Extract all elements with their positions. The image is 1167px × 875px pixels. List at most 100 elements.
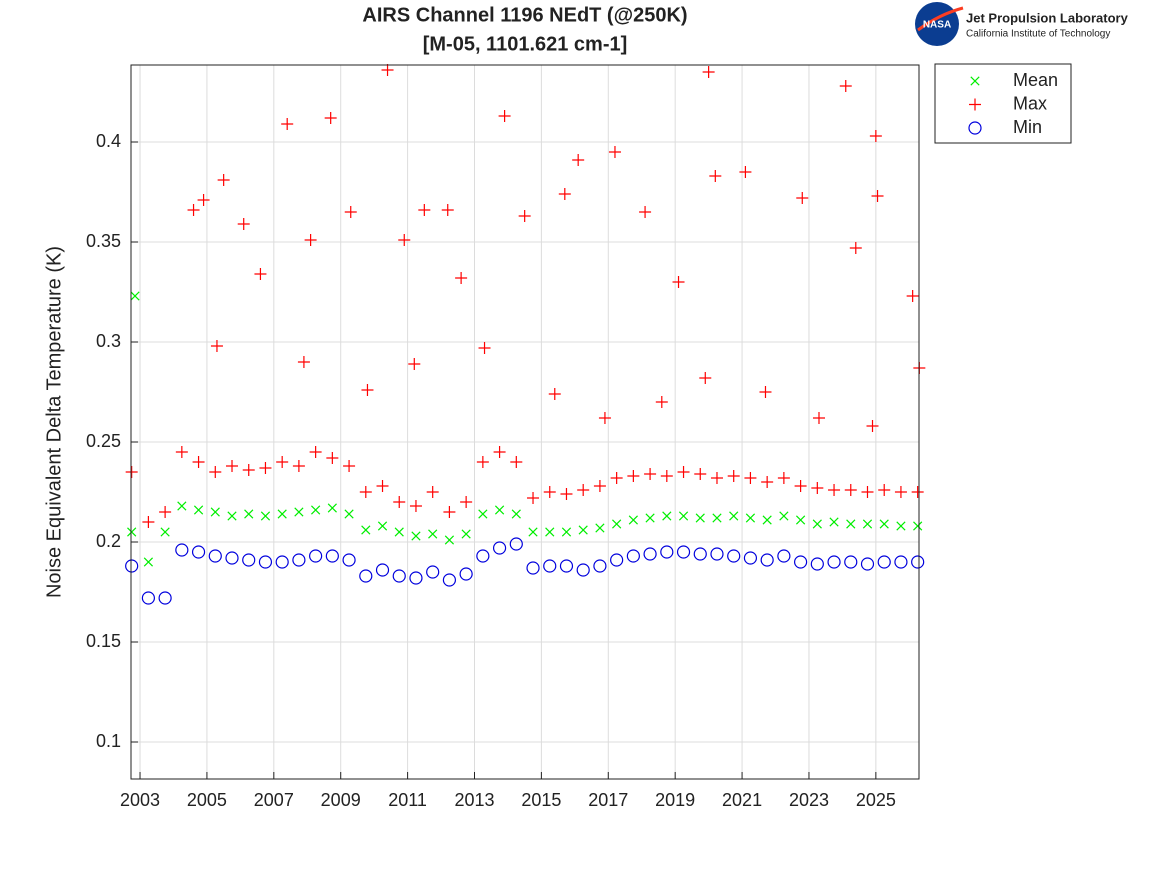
- data-point: [839, 80, 852, 92]
- data-point: [511, 509, 521, 519]
- data-point: [441, 204, 454, 216]
- data-point: [242, 553, 256, 567]
- logo: NASA Jet Propulsion Laboratory Californi…: [915, 2, 1129, 46]
- data-point: [426, 486, 439, 498]
- data-point: [394, 527, 404, 537]
- data-point: [175, 446, 188, 458]
- data-point: [677, 466, 690, 478]
- data-point: [259, 462, 272, 474]
- logo-badge-text: NASA: [923, 20, 951, 31]
- data-point: [141, 591, 155, 605]
- series-min: [125, 537, 925, 605]
- data-point: [409, 500, 422, 512]
- data-point: [359, 569, 373, 583]
- data-point: [476, 456, 489, 468]
- data-point: [343, 460, 356, 472]
- data-point: [844, 484, 857, 496]
- x-tick-label: 2013: [454, 790, 494, 810]
- data-point: [392, 569, 406, 583]
- data-point: [712, 513, 722, 523]
- data-point: [478, 509, 488, 519]
- data-point: [729, 511, 739, 521]
- data-point: [762, 515, 772, 525]
- data-point: [878, 484, 891, 496]
- data-point: [125, 559, 139, 573]
- data-point: [655, 396, 668, 408]
- data-point: [309, 446, 322, 458]
- data-point: [411, 531, 421, 541]
- data-point: [461, 529, 471, 539]
- data-point: [869, 130, 882, 142]
- data-point: [344, 206, 357, 218]
- data-point: [743, 551, 758, 565]
- data-point: [545, 527, 555, 537]
- y-tick-label: 0.4: [96, 131, 121, 151]
- data-point: [795, 515, 806, 525]
- data-point: [177, 501, 187, 511]
- data-point: [676, 545, 691, 559]
- data-point: [217, 174, 230, 186]
- legend: [934, 63, 1072, 144]
- data-point: [672, 276, 685, 288]
- plot-area: [131, 65, 919, 779]
- y-tick-label: 0.2: [96, 531, 121, 551]
- data-point: [277, 509, 287, 519]
- data-point: [327, 503, 337, 513]
- data-point: [398, 234, 411, 246]
- y-tick-label: 0.3: [96, 331, 121, 351]
- data-point: [242, 464, 255, 476]
- series-max: [125, 64, 926, 528]
- data-point: [678, 511, 689, 521]
- data-point: [127, 527, 137, 537]
- x-tick-label: 2019: [655, 790, 695, 810]
- data-point: [796, 192, 809, 204]
- data-point: [577, 484, 590, 496]
- data-point: [294, 507, 304, 517]
- data-point: [777, 472, 790, 484]
- data-point: [142, 516, 155, 528]
- data-point: [227, 511, 237, 521]
- data-point: [576, 563, 590, 577]
- data-point: [744, 472, 757, 484]
- data-point: [709, 170, 722, 182]
- data-point: [408, 358, 421, 370]
- logo-swoosh: [917, 6, 964, 32]
- data-point: [861, 486, 874, 498]
- data-point: [226, 460, 239, 472]
- data-point: [543, 486, 556, 498]
- data-point: [455, 272, 468, 284]
- data-point: [393, 496, 406, 508]
- data-point: [510, 456, 523, 468]
- data-point: [518, 210, 531, 222]
- y-tick-label: 0.15: [86, 631, 121, 651]
- data-point: [459, 567, 473, 581]
- data-point: [342, 553, 356, 567]
- data-point: [527, 492, 540, 504]
- data-point: [913, 521, 923, 531]
- data-point: [254, 268, 267, 280]
- data-point: [498, 110, 511, 122]
- data-point: [595, 523, 605, 533]
- data-point: [558, 188, 571, 200]
- data-point: [281, 118, 294, 130]
- data-point: [187, 204, 200, 216]
- data-point: [443, 506, 456, 518]
- x-tick-label: 2023: [789, 790, 829, 810]
- chart-subtitle: [M-05, 1101.621 cm-1]: [423, 33, 628, 55]
- legend-label: Mean: [1013, 70, 1058, 90]
- data-point: [829, 517, 839, 527]
- data-point: [645, 513, 655, 523]
- data-point: [699, 372, 712, 384]
- data-point: [528, 527, 538, 537]
- data-point: [894, 555, 908, 569]
- data-point: [258, 555, 273, 569]
- data-point: [612, 519, 622, 529]
- data-point: [210, 507, 220, 517]
- data-point: [304, 234, 317, 246]
- x-tick-label: 2003: [120, 790, 160, 810]
- data-point: [361, 384, 374, 396]
- data-point: [660, 545, 674, 559]
- data-point: [693, 547, 707, 561]
- data-point: [608, 146, 621, 158]
